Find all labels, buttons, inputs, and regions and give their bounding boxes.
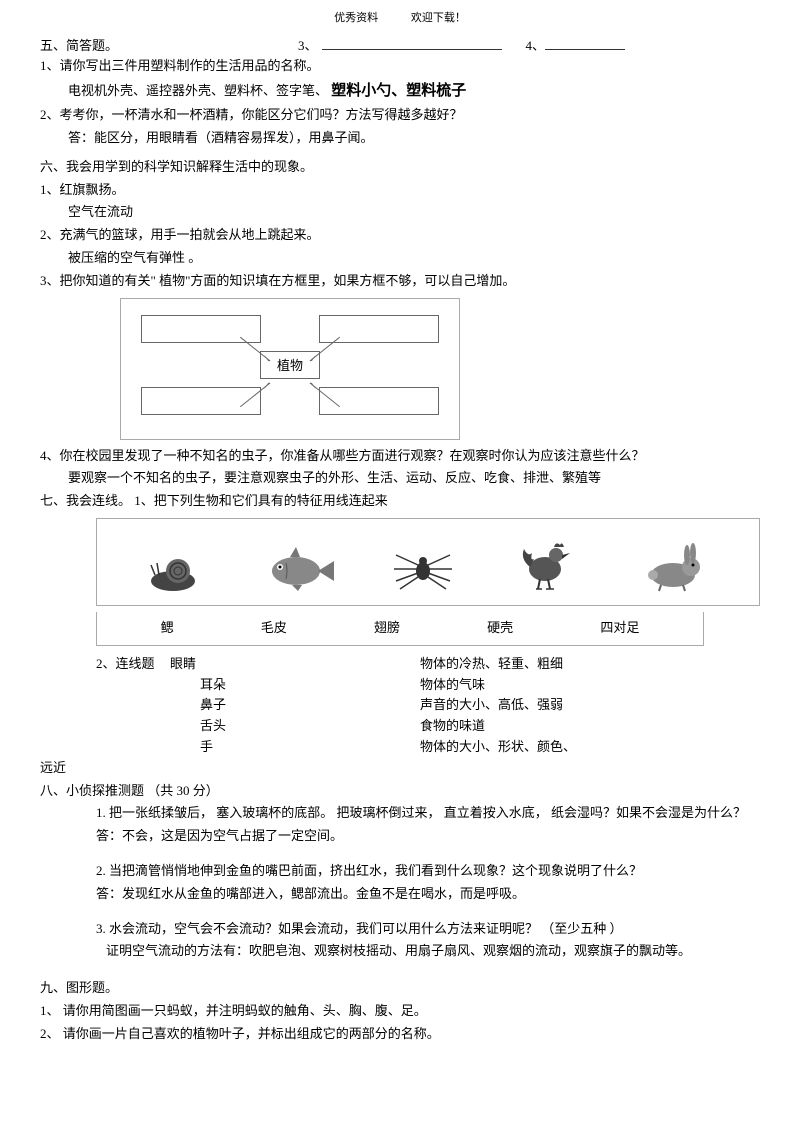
- animal-rabbit: [633, 537, 713, 597]
- s6-q2-num: 2、: [40, 227, 60, 242]
- s8-q1-ans: 答：不会，这是因为空气占据了一定空间。: [40, 826, 760, 847]
- s6-q3: 3、把你知道的有关" 植物"方面的知识填在方框里，如果方框不够，可以自己增加。: [40, 271, 760, 292]
- s9-q1: 1、 请你用简图画一只蚂蚁，并注明蚂蚁的触角、头、胸、腹、足。: [40, 1001, 760, 1022]
- match-left-1: 耳朵: [40, 675, 420, 696]
- match-row-4: 手 物体的大小、形状、颜色、: [40, 737, 760, 758]
- section-6-title: 六、我会用学到的科学知识解释生活中的现象。: [40, 157, 760, 178]
- s8-q2-ans: 答：发现红水从金鱼的嘴部进入，鳃部流出。金鱼不是在喝水，而是呼吸。: [40, 884, 760, 905]
- q4-answer: 要观察一个不知名的虫子，要注意观察虫子的外形、生活、运动、反应、吃食、排泄、繁殖…: [40, 468, 760, 489]
- section-8-title: 八、小侦探推测题 （共 30 分）: [40, 781, 760, 802]
- animal-spider: [388, 545, 458, 597]
- s6-q2: 2、充满气的篮球，用手一拍就会从地上跳起来。: [40, 225, 760, 246]
- q4-num: 4、: [40, 448, 60, 463]
- label-wing: 翅膀: [374, 618, 400, 639]
- section-9-title: 九、图形题。: [40, 978, 760, 999]
- match-right-2: 声音的大小、高低、强弱: [420, 695, 760, 716]
- s8-q1: 1. 把一张纸揉皱后， 塞入玻璃杯的底部。 把玻璃杯倒过来， 直立着按入水底， …: [40, 803, 760, 824]
- blank-3: [322, 36, 502, 50]
- match-left-3: 舌头: [40, 716, 420, 737]
- rabbit-icon: [633, 537, 713, 593]
- q4-line: 4、你在校园里发现了一种不知名的虫子，你准备从哪些方面进行观察？在观察时你认为应…: [40, 446, 760, 467]
- q1-text: 请你写出三件用塑料制作的生活用品的名称。: [60, 58, 320, 73]
- s6-q1-ans: 空气在流动: [40, 202, 760, 223]
- q1-num: 1、: [40, 58, 60, 73]
- match-row-2: 鼻子 声音的大小、高低、强弱: [40, 695, 760, 716]
- fish-icon: [256, 543, 336, 593]
- label-legs: 四对足: [600, 618, 639, 639]
- label-shell: 硬壳: [487, 618, 513, 639]
- diagram-cell-bl: [141, 387, 261, 415]
- match-tail: 远近: [40, 758, 760, 779]
- s6-q1-text: 红旗飘扬。: [60, 182, 125, 197]
- match-right-0: 物体的冷热、轻重、粗细: [420, 654, 563, 675]
- match-row-3: 舌头 食物的味道: [40, 716, 760, 737]
- label-gill: 鳃: [161, 618, 174, 639]
- s8-q3-ans: 证明空气流动的方法有：吹肥皂泡、观察树枝摇动、用扇子扇风、观察烟的流动，观察旗子…: [40, 941, 760, 962]
- s8-q3: 3. 水会流动，空气会不会流动？如果会流动，我们可以用什么方法来证明呢？ （至少…: [40, 919, 760, 940]
- s6-q1: 1、红旗飘扬。: [40, 180, 760, 201]
- animal-snail: [143, 551, 203, 597]
- plant-diagram: 植物: [120, 298, 460, 440]
- page-header: 优秀资料 欢迎下载！: [40, 10, 760, 28]
- diagram-center: 植物: [260, 351, 320, 379]
- match-row-1: 耳朵 物体的气味: [40, 675, 760, 696]
- s6-q3-num: 3、: [40, 273, 60, 288]
- section-7-title: 七、我会连线。 1、把下列生物和它们具有的特征用线连起来: [40, 491, 760, 512]
- diagram-cell-tl: [141, 315, 261, 343]
- animal-labels: 鳃 毛皮 翅膀 硬壳 四对足: [96, 612, 704, 646]
- num-4: 4、: [526, 36, 546, 57]
- q1-ans-prefix: 电视机外壳、遥控器外壳、塑料杯、签字笔、: [68, 83, 328, 98]
- match-left-0: 眼睛: [170, 654, 420, 675]
- s9-q2: 2、 请你画一片自己喜欢的植物叶子，并标出组成它的两部分的名称。: [40, 1024, 760, 1045]
- s6-q1-num: 1、: [40, 182, 60, 197]
- match-left-4: 手: [40, 737, 420, 758]
- match-row-0: 2、连线题 眼睛 物体的冷热、轻重、粗细: [40, 654, 760, 675]
- snail-icon: [143, 551, 203, 593]
- header-right: 欢迎下载！: [411, 10, 466, 28]
- label-fur: 毛皮: [261, 618, 287, 639]
- match-right-3: 食物的味道: [420, 716, 760, 737]
- top-line: 五、简答题。 3 、 4、: [40, 36, 760, 57]
- match-left-2: 鼻子: [40, 695, 420, 716]
- diagram-cell-tr: [319, 315, 439, 343]
- q1-ans-bold: 塑料小勺、塑料梳子: [331, 82, 466, 99]
- rooster-icon: [510, 531, 580, 593]
- match2-title: 2、连线题: [40, 654, 170, 675]
- match-right-1: 物体的气味: [420, 675, 760, 696]
- spider-icon: [388, 545, 458, 593]
- q4-text: 你在校园里发现了一种不知名的虫子，你准备从哪些方面进行观察？在观察时你认为应该注…: [60, 448, 645, 463]
- sep-3: 、: [305, 36, 318, 57]
- s8-q2: 2. 当把滴管悄悄地伸到金鱼的嘴巴前面，挤出红水，我们看到什么现象？这个现象说明…: [40, 861, 760, 882]
- q2-text: 考考你，一杯清水和一杯酒精，你能区分它们吗？方法写得越多越好？: [60, 107, 463, 122]
- section-5-title: 五、简答题。: [40, 36, 118, 57]
- s6-q2-ans: 被压缩的空气有弹性 。: [40, 248, 760, 269]
- q1-line: 1、请你写出三件用塑料制作的生活用品的名称。: [40, 56, 760, 77]
- q2-num: 2、: [40, 107, 60, 122]
- match-right-4: 物体的大小、形状、颜色、: [420, 737, 760, 758]
- diagram-cell-br: [319, 387, 439, 415]
- s6-q2-text: 充满气的篮球，用手一拍就会从地上跳起来。: [60, 227, 320, 242]
- q2-answer: 答：能区分，用眼睛看（酒精容易挥发），用鼻子闻。: [40, 128, 760, 149]
- header-left: 优秀资料: [334, 10, 378, 28]
- q2-line: 2、考考你，一杯清水和一杯酒精，你能区分它们吗？方法写得越多越好？: [40, 105, 760, 126]
- animal-rooster: [510, 531, 580, 597]
- s6-q3-text: 把你知道的有关" 植物"方面的知识填在方框里，如果方框不够，可以自己增加。: [60, 273, 516, 288]
- q1-answer: 电视机外壳、遥控器外壳、塑料杯、签字笔、 塑料小勺、塑料梳子: [40, 79, 760, 103]
- blank-4: [545, 36, 625, 50]
- animal-fish: [256, 543, 336, 597]
- animals-row: [96, 518, 760, 606]
